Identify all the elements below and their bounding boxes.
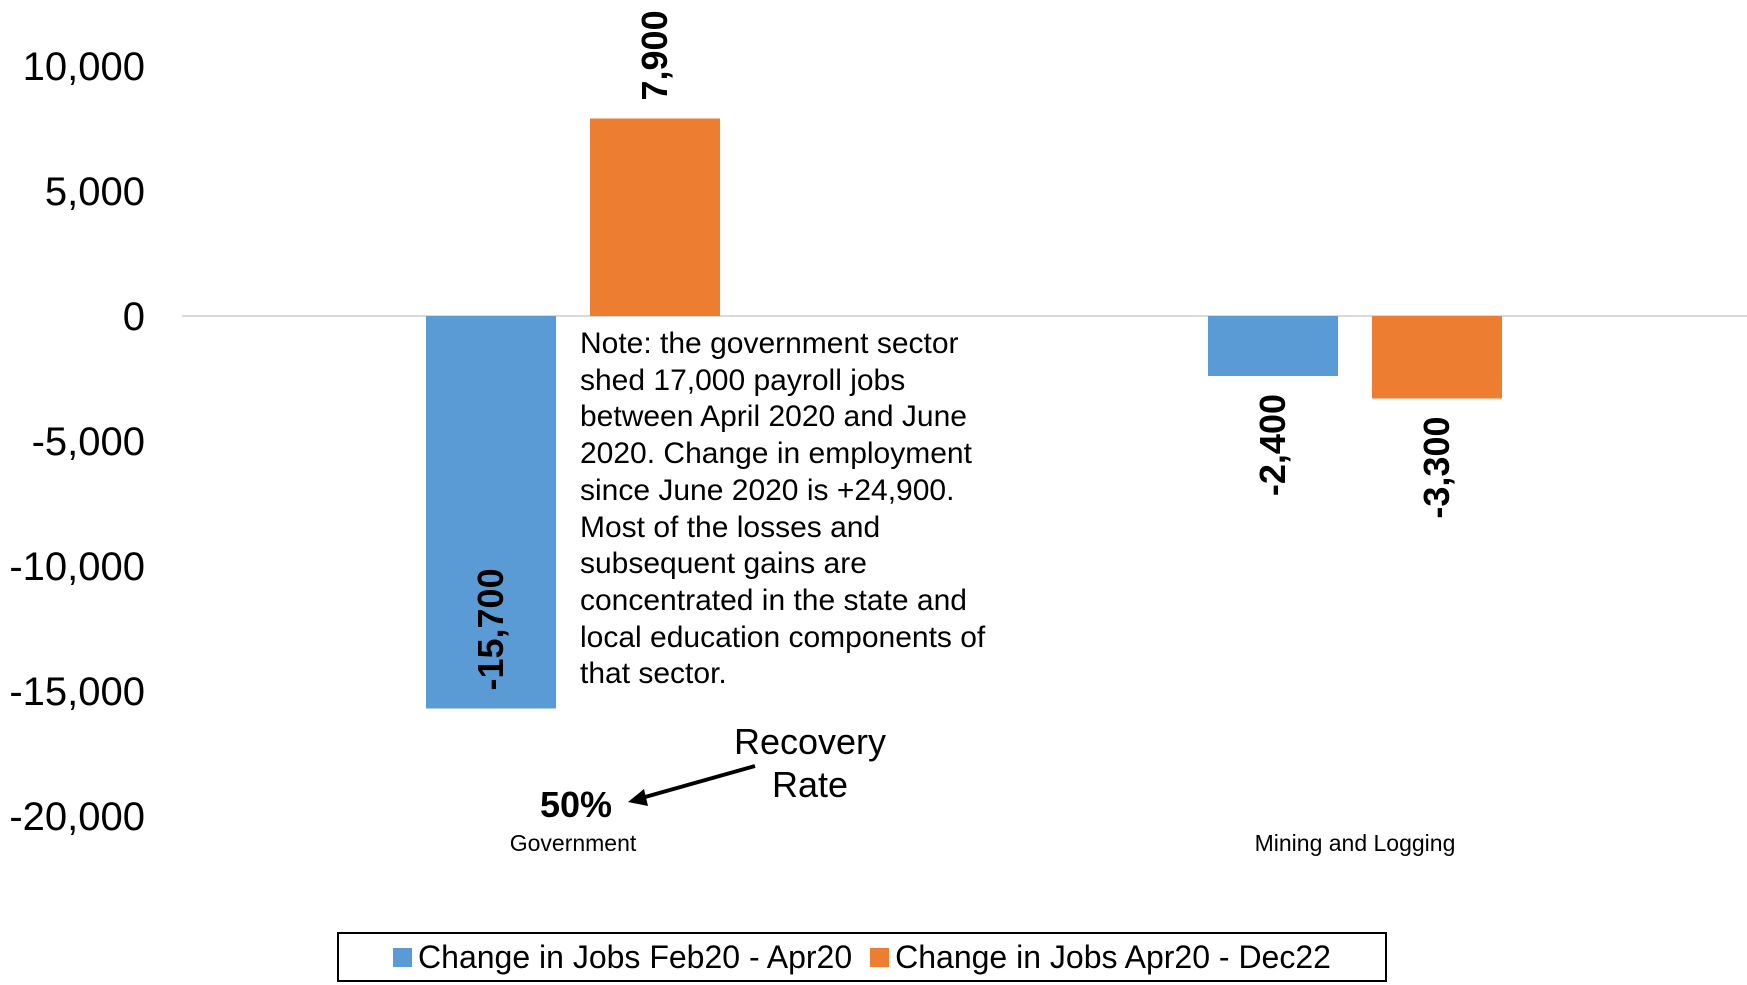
data-labels: -15,700 -2,400 7,900 -3,300	[470, 10, 1457, 690]
y-tick-label: -5,000	[32, 420, 145, 464]
data-label: -3,300	[1416, 417, 1457, 519]
x-category-label: Government	[510, 830, 637, 856]
y-tick-label: -15,000	[9, 670, 145, 714]
y-tick-label: -20,000	[9, 795, 145, 839]
y-axis: 10,000 5,000 0 -5,000 -10,000 -15,000 -20,000	[9, 45, 145, 839]
legend-swatch-blue	[393, 947, 413, 967]
legend-swatch-orange	[870, 947, 890, 967]
bar-series1-mining-and-logging	[1208, 316, 1338, 376]
y-tick-label: 10,000	[23, 45, 145, 89]
legend-label: Change in Jobs Feb20 - Apr20	[418, 938, 853, 975]
y-tick-label: 0	[123, 295, 145, 339]
data-label: 7,900	[634, 10, 675, 100]
y-tick-label: 5,000	[45, 170, 145, 214]
legend: Change in Jobs Feb20 - Apr20 Change in J…	[337, 932, 1387, 982]
y-tick-label: -10,000	[9, 545, 145, 589]
bar-series2-mining-and-logging	[1372, 316, 1502, 399]
recovery-rate-title: Recovery Rate	[733, 721, 887, 805]
bar-series2-government	[590, 118, 720, 316]
data-label: -2,400	[1252, 394, 1293, 496]
recovery-arrow	[628, 764, 756, 806]
bars	[426, 118, 1502, 709]
chart-canvas: 10,0005,0000-5,000-10,000-15,000-20,000 …	[9, 10, 1747, 856]
x-axis: Government Mining and Logging	[510, 830, 1456, 856]
data-label: -15,700	[470, 568, 511, 690]
bar-series1-government	[426, 316, 556, 709]
note-annotation: Note: the government sector shed 17,000 …	[580, 327, 986, 691]
recovery-rate-value: 50%	[540, 784, 613, 825]
legend-item-feb-apr: Change in Jobs Feb20 - Apr20	[393, 939, 852, 976]
legend-label: Change in Jobs Apr20 - Dec22	[895, 938, 1331, 975]
legend-item-apr-dec: Change in Jobs Apr20 - Dec22	[870, 939, 1331, 976]
x-category-label: Mining and Logging	[1255, 830, 1456, 856]
